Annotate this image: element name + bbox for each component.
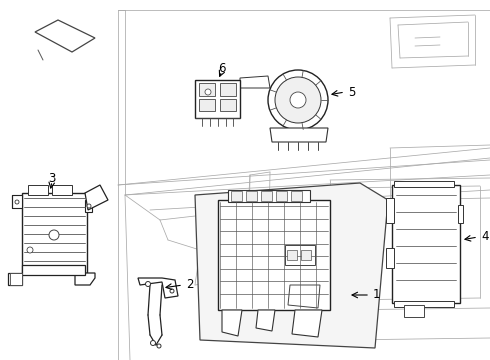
Polygon shape bbox=[85, 185, 108, 210]
Circle shape bbox=[275, 77, 321, 123]
Circle shape bbox=[157, 344, 161, 348]
Circle shape bbox=[268, 70, 328, 130]
Bar bbox=[404, 305, 424, 317]
Bar bbox=[52, 185, 72, 195]
Bar bbox=[199, 99, 215, 111]
Bar bbox=[220, 99, 236, 111]
Bar bbox=[392, 185, 460, 303]
Text: 3: 3 bbox=[49, 171, 56, 184]
Text: 5: 5 bbox=[348, 85, 355, 99]
Bar bbox=[261, 191, 272, 201]
Bar bbox=[22, 193, 87, 273]
Bar bbox=[287, 250, 297, 260]
Bar bbox=[28, 185, 48, 195]
Bar bbox=[386, 248, 394, 268]
Polygon shape bbox=[195, 183, 388, 348]
Text: 2: 2 bbox=[186, 279, 194, 292]
Circle shape bbox=[49, 230, 59, 240]
Text: 6: 6 bbox=[218, 62, 226, 75]
Circle shape bbox=[146, 282, 150, 287]
Bar bbox=[231, 191, 242, 201]
Polygon shape bbox=[12, 195, 22, 208]
Circle shape bbox=[87, 204, 91, 208]
Polygon shape bbox=[288, 285, 320, 308]
Bar bbox=[10, 273, 22, 285]
Bar bbox=[228, 190, 310, 202]
Polygon shape bbox=[85, 200, 92, 212]
Text: 4: 4 bbox=[481, 230, 489, 243]
Polygon shape bbox=[270, 128, 328, 142]
Bar bbox=[246, 191, 257, 201]
Polygon shape bbox=[8, 273, 22, 285]
Bar bbox=[394, 181, 454, 187]
Polygon shape bbox=[240, 76, 270, 88]
Bar bbox=[458, 205, 463, 223]
Polygon shape bbox=[138, 278, 178, 298]
Bar bbox=[195, 80, 240, 118]
Bar bbox=[386, 198, 394, 223]
Bar bbox=[301, 250, 311, 260]
Bar bbox=[291, 191, 302, 201]
Bar bbox=[394, 301, 454, 307]
Bar bbox=[218, 200, 330, 310]
Circle shape bbox=[15, 200, 19, 204]
Circle shape bbox=[290, 92, 306, 108]
Bar bbox=[276, 191, 287, 201]
Bar bbox=[220, 83, 236, 96]
Polygon shape bbox=[292, 310, 322, 337]
Circle shape bbox=[205, 89, 211, 95]
Bar bbox=[199, 83, 215, 96]
Polygon shape bbox=[222, 310, 242, 336]
Circle shape bbox=[150, 341, 155, 346]
Polygon shape bbox=[75, 273, 95, 285]
Polygon shape bbox=[35, 20, 95, 52]
Polygon shape bbox=[256, 310, 275, 331]
Circle shape bbox=[170, 289, 174, 293]
Polygon shape bbox=[285, 245, 315, 265]
Text: 1: 1 bbox=[373, 288, 381, 302]
Circle shape bbox=[27, 247, 33, 253]
Bar bbox=[22, 265, 85, 275]
